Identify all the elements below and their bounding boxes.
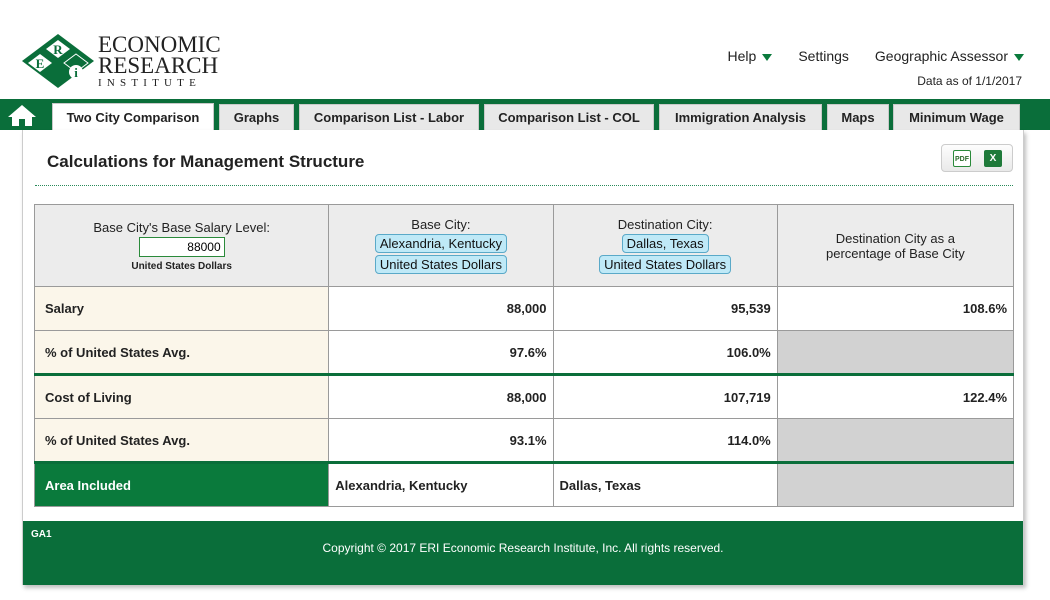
row-label: % of United States Avg. xyxy=(33,418,330,464)
base-city-cell: Base City: Alexandria, Kentucky United S… xyxy=(328,204,554,287)
base-value: 88,000 xyxy=(328,374,554,419)
destination-city-label: Destination City: xyxy=(617,217,713,232)
home-icon xyxy=(8,105,36,126)
content-panel: Calculations for Management Structure PD… xyxy=(22,130,1024,585)
percentage-header-cell: Destination City as a percentage of Base… xyxy=(776,204,1015,287)
logo-letter-e: E xyxy=(36,56,45,71)
title-divider xyxy=(35,185,1013,186)
eri-logo[interactable]: R E i ECONOMIC RESEARCH INSTITUTE xyxy=(22,32,232,90)
base-currency-selector[interactable]: United States Dollars xyxy=(374,255,507,274)
chevron-down-icon xyxy=(1014,53,1024,61)
chevron-down-icon xyxy=(762,53,773,61)
calculation-table: Base City's Base Salary Level: United St… xyxy=(33,204,1015,507)
destination-city-cell: Destination City: Dallas, Texas United S… xyxy=(552,204,778,287)
tab-graphs[interactable]: Graphs xyxy=(219,104,294,130)
pdf-export-icon[interactable]: PDF xyxy=(953,150,971,167)
product-menu[interactable]: Geographic Assessor xyxy=(875,48,1024,64)
excel-export-icon[interactable]: X xyxy=(984,150,1002,167)
empty-cell xyxy=(776,462,1015,507)
tab-comparison-list-col[interactable]: Comparison List - COL xyxy=(484,104,654,130)
eri-logo-mark-icon: R E i xyxy=(22,34,94,88)
logo-line-research: RESEARCH xyxy=(98,53,219,78)
base-area: Alexandria, Kentucky xyxy=(328,462,554,507)
base-city-label: Base City: xyxy=(411,217,471,232)
tab-immigration-analysis[interactable]: Immigration Analysis xyxy=(659,104,822,130)
destination-area: Dallas, Texas xyxy=(552,462,778,507)
destination-value: 107,719 xyxy=(552,374,778,419)
table-row-col-us-avg: % of United States Avg. 93.1% 114.0% xyxy=(33,418,1015,464)
tab-minimum-wage[interactable]: Minimum Wage xyxy=(893,104,1020,130)
percentage-value: 122.4% xyxy=(776,374,1015,419)
base-salary-label: Base City's Base Salary Level: xyxy=(93,219,270,235)
base-value: 88,000 xyxy=(328,286,554,331)
base-currency-label: United States Dollars xyxy=(131,260,232,272)
help-menu[interactable]: Help xyxy=(728,48,773,64)
percentage-value: 108.6% xyxy=(776,286,1015,331)
logo-letter-i: i xyxy=(74,65,78,80)
percentage-header-line2: percentage of Base City xyxy=(825,245,965,261)
empty-cell xyxy=(776,418,1015,464)
page-code: GA1 xyxy=(31,529,52,540)
base-value: 93.1% xyxy=(328,418,554,464)
tab-comparison-list-labor[interactable]: Comparison List - Labor xyxy=(299,104,479,130)
table-header-row: Base City's Base Salary Level: United St… xyxy=(33,204,1015,287)
table-row-area-included: Area Included Alexandria, Kentucky Dalla… xyxy=(33,462,1015,507)
page-title: Calculations for Management Structure xyxy=(47,152,365,171)
row-label: Cost of Living xyxy=(33,374,330,419)
top-nav: Help Settings Geographic Assessor xyxy=(728,48,1024,64)
tab-two-city-comparison[interactable]: Two City Comparison xyxy=(52,103,214,131)
destination-currency-selector[interactable]: United States Dollars xyxy=(599,255,732,274)
product-label: Geographic Assessor xyxy=(874,48,1008,64)
tab-bar: Two City Comparison Graphs Comparison Li… xyxy=(0,99,1050,131)
area-included-label: Area Included xyxy=(33,462,330,507)
destination-value: 114.0% xyxy=(552,418,778,464)
empty-cell xyxy=(776,330,1015,376)
export-toolbar: PDF X xyxy=(941,144,1013,172)
tab-maps[interactable]: Maps xyxy=(827,104,889,130)
base-value: 97.6% xyxy=(328,330,554,376)
logo-letter-r: R xyxy=(53,42,63,57)
base-city-selector[interactable]: Alexandria, Kentucky xyxy=(374,234,507,253)
destination-city-selector[interactable]: Dallas, Texas xyxy=(621,234,709,253)
base-salary-input[interactable] xyxy=(138,236,225,257)
destination-value: 106.0% xyxy=(552,330,778,376)
logo-text: ECONOMIC RESEARCH INSTITUTE xyxy=(98,32,221,90)
table-row-cost-of-living: Cost of Living 88,000 107,719 122.4% xyxy=(33,374,1015,419)
data-as-of: Data as of 1/1/2017 xyxy=(917,74,1022,88)
destination-value: 95,539 xyxy=(552,286,778,331)
table-row-salary-us-avg: % of United States Avg. 97.6% 106.0% xyxy=(33,330,1015,376)
help-label: Help xyxy=(727,48,757,64)
copyright: Copyright © 2017 ERI Economic Research I… xyxy=(322,541,724,555)
base-salary-cell: Base City's Base Salary Level: United St… xyxy=(33,204,330,287)
settings-link[interactable]: Settings xyxy=(798,48,849,64)
header: R E i ECONOMIC RESEARCH INSTITUTE Help S… xyxy=(0,0,1050,100)
footer: GA1 Copyright © 2017 ERI Economic Resear… xyxy=(23,521,1023,585)
table-row-salary: Salary 88,000 95,539 108.6% xyxy=(33,286,1015,331)
percentage-header-line1: Destination City as a xyxy=(835,230,955,246)
logo-line-institute: INSTITUTE xyxy=(98,77,202,89)
row-label: Salary xyxy=(33,286,330,331)
row-label: % of United States Avg. xyxy=(33,330,330,376)
home-button[interactable] xyxy=(6,102,38,128)
logo-line-economic: ECONOMIC xyxy=(98,32,221,57)
